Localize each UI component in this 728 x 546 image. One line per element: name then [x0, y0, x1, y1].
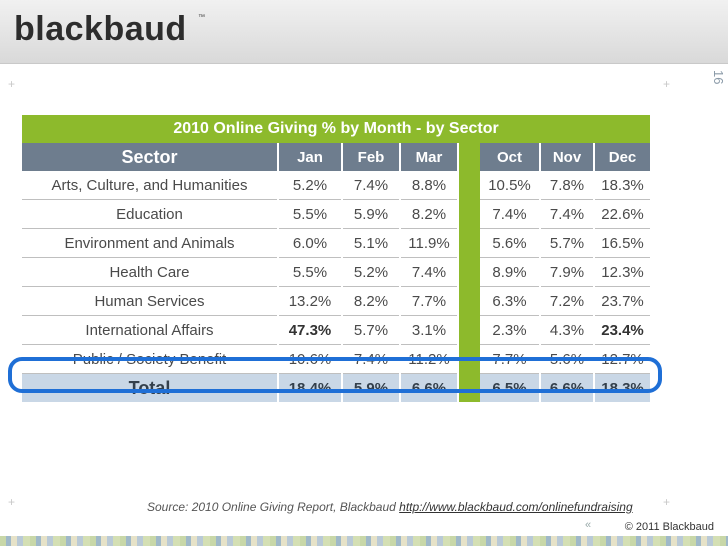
dec-cell: 22.6% [594, 199, 651, 229]
source-note: Source: 2010 Online Giving Report, Black… [147, 500, 633, 514]
slide-number: 16 [711, 70, 726, 85]
oct-cell: 8.9% [480, 257, 541, 287]
feb-cell: 7.4% [342, 171, 401, 200]
column-separator [458, 143, 480, 171]
oct-cell: 5.6% [480, 228, 541, 258]
column-separator [458, 286, 480, 316]
jan-cell: 5.5% [278, 199, 343, 229]
feb-cell: 5.7% [342, 315, 401, 345]
total-label: Total [22, 373, 279, 402]
mar-cell: 11.9% [400, 228, 459, 258]
column-header-feb: Feb [342, 143, 401, 171]
mar-cell: 7.7% [400, 286, 459, 316]
column-separator [458, 373, 480, 402]
blackbaud-logo: blackbaud [14, 10, 187, 48]
nov-cell: 7.2% [540, 286, 595, 316]
sector-cell: Environment and Animals [22, 228, 279, 258]
column-separator [458, 228, 480, 258]
crosshair-icon: + [663, 77, 671, 91]
column-header-oct: Oct [480, 143, 541, 171]
sector-cell: International Affairs [22, 315, 279, 345]
jan-cell: 5.2% [278, 171, 343, 200]
oct-cell: 2.3% [480, 315, 541, 345]
column-header-dec: Dec [594, 143, 651, 171]
table-row: Arts, Culture, and Humanities 5.2% 7.4% … [22, 171, 651, 200]
column-separator [458, 199, 480, 229]
sector-cell: Health Care [22, 257, 279, 287]
feb-cell: 5.1% [342, 228, 401, 258]
oct-cell: 7.4% [480, 199, 541, 229]
dec-cell: 12.3% [594, 257, 651, 287]
oct-cell: 10.5% [480, 171, 541, 200]
feb-cell: 5.9% [342, 199, 401, 229]
header-bar: blackbaud ™ [0, 0, 728, 64]
nov-cell: 7.4% [540, 199, 595, 229]
source-text: Source: 2010 Online Giving Report, Black… [147, 500, 400, 514]
logo-trademark: ™ [198, 14, 205, 21]
dec-cell: 16.5% [594, 228, 651, 258]
table-row: Health Care 5.5% 5.2% 7.4% 8.9% 7.9% 12.… [22, 257, 651, 287]
mar-cell: 7.4% [400, 257, 459, 287]
crosshair-icon: + [663, 495, 671, 509]
feb-cell: 5.2% [342, 257, 401, 287]
feb-cell: 8.2% [342, 286, 401, 316]
table-row: Environment and Animals 6.0% 5.1% 11.9% … [22, 228, 651, 258]
crosshair-icon: + [8, 495, 16, 509]
jan-cell: 6.0% [278, 228, 343, 258]
nov-cell: 7.9% [540, 257, 595, 287]
mar-cell: 8.8% [400, 171, 459, 200]
sector-cell: Human Services [22, 286, 279, 316]
dec-cell: 18.3% [594, 171, 651, 200]
decorative-bottom-bar [0, 536, 728, 546]
row-highlight-outline [8, 357, 662, 393]
source-link[interactable]: http://www.blackbaud.com/onlinefundraisi… [399, 500, 633, 514]
column-separator [458, 315, 480, 345]
column-separator [458, 171, 480, 200]
jan-cell: 13.2% [278, 286, 343, 316]
nov-cell: 5.7% [540, 228, 595, 258]
table-row: Education 5.5% 5.9% 8.2% 7.4% 7.4% 22.6% [22, 199, 651, 229]
table-title: 2010 Online Giving % by Month - by Secto… [22, 115, 651, 143]
column-separator [458, 257, 480, 287]
column-header-mar: Mar [400, 143, 459, 171]
jan-cell: 47.3% [278, 315, 343, 345]
mar-cell: 6.6% [400, 373, 459, 402]
giving-table: 2010 Online Giving % by Month - by Secto… [22, 115, 651, 402]
sector-cell: Arts, Culture, and Humanities [22, 171, 279, 200]
column-header-nov: Nov [540, 143, 595, 171]
nov-cell: 7.8% [540, 171, 595, 200]
table-row: Human Services 13.2% 8.2% 7.7% 6.3% 7.2%… [22, 286, 651, 316]
column-header-jan: Jan [278, 143, 343, 171]
table-title-row: 2010 Online Giving % by Month - by Secto… [22, 115, 651, 143]
mar-cell: 8.2% [400, 199, 459, 229]
table-row-highlighted: International Affairs 47.3% 5.7% 3.1% 2.… [22, 315, 651, 345]
copyright-text: © 2011 Blackbaud [624, 521, 714, 533]
table-total-row: Total 18.4% 5.9% 6.6% 6.5% 6.6% 18.3% [22, 373, 651, 402]
nav-back-icon[interactable]: « [585, 519, 592, 531]
crosshair-icon: + [8, 77, 16, 91]
dec-cell: 23.4% [594, 315, 651, 345]
column-header-sector: Sector [22, 143, 279, 171]
jan-cell: 18.4% [278, 373, 343, 402]
mar-cell: 3.1% [400, 315, 459, 345]
jan-cell: 5.5% [278, 257, 343, 287]
oct-cell: 6.3% [480, 286, 541, 316]
nov-cell: 4.3% [540, 315, 595, 345]
dec-cell: 23.7% [594, 286, 651, 316]
table-header-row: Sector Jan Feb Mar Oct Nov Dec [22, 143, 651, 171]
sector-cell: Education [22, 199, 279, 229]
